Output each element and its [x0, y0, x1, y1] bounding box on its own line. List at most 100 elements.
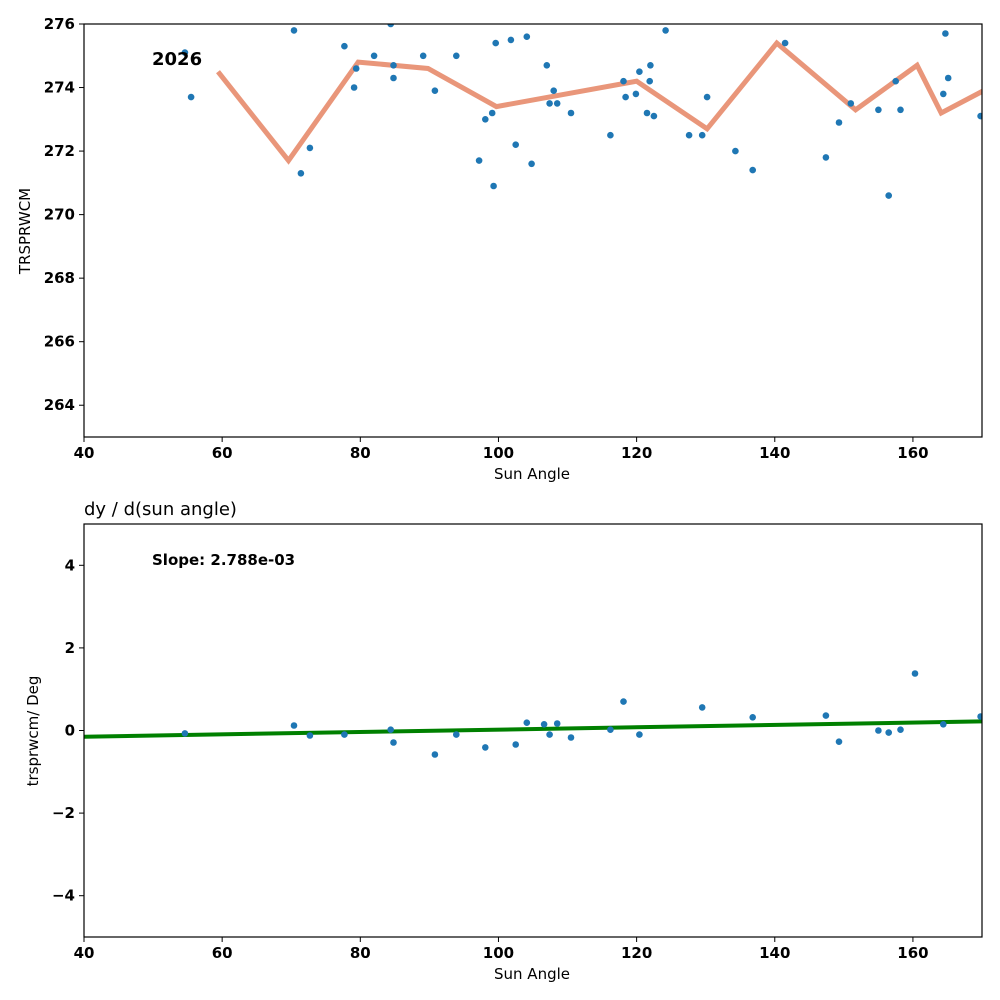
top-data-point	[875, 106, 882, 114]
bottom-data-point	[546, 731, 553, 738]
top-data-point	[781, 39, 789, 47]
top-data-point	[187, 93, 195, 101]
top-data-point	[341, 42, 348, 50]
top-data-point	[475, 157, 483, 164]
x-tick-label: 40	[74, 444, 95, 462]
top-data-point	[822, 154, 830, 161]
top-annotation-year: 2026	[152, 49, 202, 70]
top-data-point	[897, 106, 904, 114]
top-data-point	[732, 147, 739, 155]
x-tick-label: 140	[759, 944, 790, 962]
top-data-point	[297, 170, 305, 177]
bottom-data-point	[553, 720, 561, 727]
bottom-data-point	[940, 721, 947, 728]
bottom-data-point	[453, 731, 460, 738]
x-tick-label: 60	[212, 944, 233, 962]
top-data-point	[942, 30, 949, 37]
bottom-data-point	[540, 721, 548, 728]
y-tick-label: −2	[52, 804, 75, 822]
top-data-point	[387, 24, 394, 28]
top-data-point	[620, 77, 627, 85]
x-tick-label: 120	[621, 444, 652, 462]
top-data-point	[977, 112, 982, 120]
top-data-point	[290, 27, 298, 34]
top-data-point	[512, 141, 519, 148]
bottom-data-point	[835, 738, 843, 745]
bottom-data-point	[306, 732, 314, 739]
x-tick-label: 80	[350, 444, 371, 462]
bottom-panel: dy / d(sun angle) 40 60 80 100 120 140 160 −4 −…	[24, 499, 983, 983]
bottom-data-point	[875, 727, 882, 734]
x-tick-label: 60	[212, 444, 233, 462]
top-data-point	[835, 119, 843, 126]
top-data-point	[685, 131, 693, 139]
top-data-point	[482, 116, 489, 123]
top-data-point	[543, 62, 551, 69]
bottom-data-point	[431, 751, 439, 758]
top-data-point	[643, 109, 651, 117]
binned-mean-line	[216, 39, 982, 165]
bottom-data-point	[698, 704, 706, 711]
top-data-point	[647, 62, 654, 69]
top-data-point	[550, 87, 557, 94]
bottom-data-point	[749, 714, 756, 721]
top-data-point	[607, 131, 614, 139]
top-data-point	[350, 84, 358, 91]
top-data-point	[181, 49, 189, 56]
top-data-point	[622, 93, 629, 101]
top-x-axis-label: Sun Angle	[494, 465, 570, 483]
top-data-point	[885, 192, 892, 199]
x-tick-label: 100	[483, 444, 514, 462]
top-data-point	[749, 166, 756, 174]
y-tick-label: 270	[44, 206, 75, 224]
top-data-point	[352, 65, 360, 72]
bottom-x-axis-label: Sun Angle	[494, 965, 570, 983]
bottom-data-point	[341, 731, 348, 738]
top-data-point	[390, 74, 397, 82]
bottom-chart-title: dy / d(sun angle)	[84, 499, 237, 520]
bottom-data-point	[567, 734, 575, 741]
y-tick-label: 276	[44, 15, 75, 33]
bottom-y-axis-label: trsprwcm/ Deg	[24, 676, 42, 787]
top-data-point	[490, 182, 497, 190]
top-data-point	[523, 33, 531, 40]
x-tick-label: 160	[897, 444, 928, 462]
top-axes-frame	[83, 23, 983, 438]
top-data-point	[528, 160, 535, 168]
top-data-point	[847, 100, 855, 107]
y-tick-label: −4	[52, 887, 75, 905]
top-data-point	[944, 74, 952, 82]
top-data-point	[698, 131, 706, 139]
bottom-data-point	[607, 726, 614, 733]
y-tick-label: 268	[44, 269, 75, 287]
bottom-data-point	[977, 713, 982, 720]
x-tick-label: 140	[759, 444, 790, 462]
top-data-point	[567, 109, 575, 117]
linear-fit-line	[84, 719, 982, 739]
y-tick-label: 266	[44, 333, 75, 351]
bottom-data-point	[512, 741, 519, 748]
top-data-point	[431, 87, 439, 94]
top-data-point	[662, 27, 669, 34]
x-tick-label: 80	[350, 944, 371, 962]
bottom-data-point	[885, 729, 892, 736]
top-y-axis-label: TRSPRWCM	[16, 188, 34, 275]
top-plot-area	[84, 24, 982, 437]
top-data-point	[636, 68, 643, 75]
bottom-data-point	[523, 719, 531, 726]
top-data-point	[546, 100, 553, 107]
x-tick-label: 100	[483, 944, 514, 962]
y-tick-label: 274	[44, 79, 75, 97]
top-data-point	[453, 52, 460, 60]
top-data-point	[492, 39, 500, 47]
x-tick-label: 40	[74, 944, 95, 962]
x-tick-label: 160	[897, 944, 928, 962]
top-data-point	[646, 77, 653, 85]
y-tick-label: 272	[44, 142, 75, 160]
bottom-data-point	[387, 726, 395, 733]
bottom-data-point	[181, 730, 189, 737]
top-data-point	[488, 109, 496, 117]
x-tick-label: 120	[621, 944, 652, 962]
top-panel: 40 60 80 100 120 140 160 264 266 268 270 272 274 276…	[16, 15, 983, 483]
bottom-data-point	[897, 726, 904, 733]
